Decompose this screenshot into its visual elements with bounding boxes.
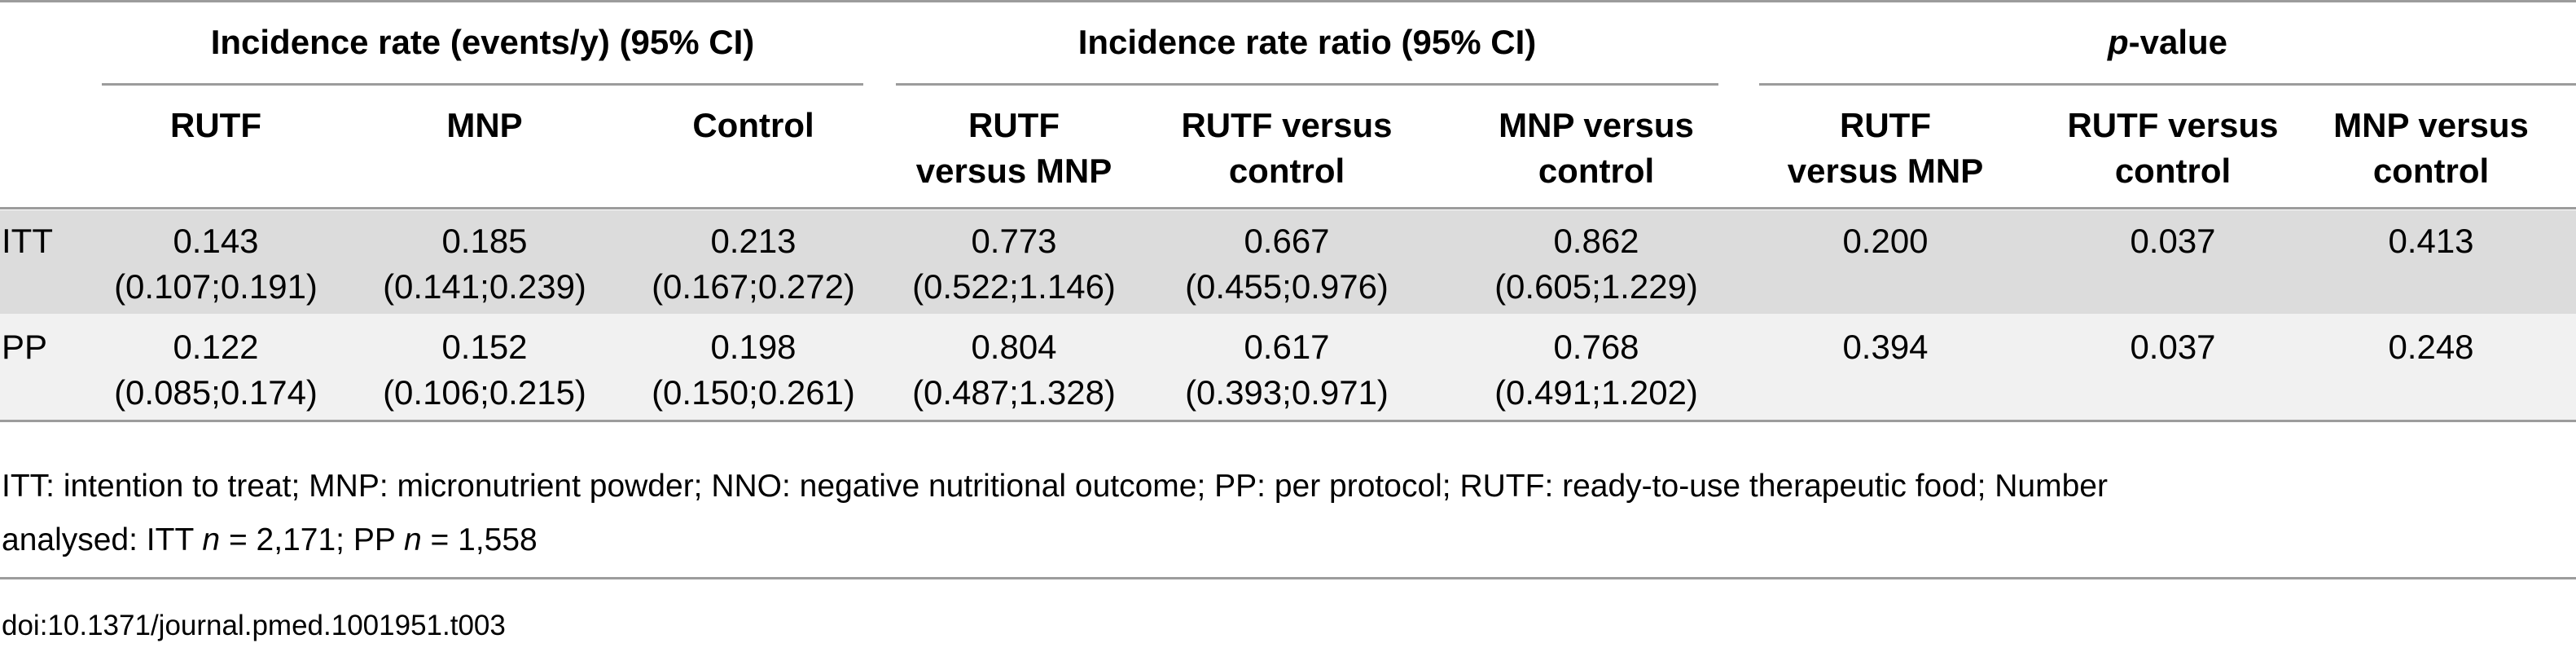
group-header-p-value: p-value — [1759, 20, 2576, 65]
table-top-rule — [0, 0, 2576, 2]
table-cell: 0.037 — [2038, 218, 2307, 264]
cell-ci: (0.487;1.328) — [912, 373, 1116, 412]
table-cell: 0.198 (0.150;0.261) — [619, 324, 888, 416]
cell-value: 0.037 — [2130, 222, 2216, 260]
cell-ci: (0.393;0.971) — [1185, 373, 1389, 412]
cell-value: 0.037 — [2130, 328, 2216, 366]
cell-value: 0.122 — [173, 328, 259, 366]
cell-ci: (0.107;0.191) — [114, 267, 318, 306]
column-header: Control — [692, 106, 814, 144]
table-bottom-rule — [0, 420, 2576, 422]
column-header: RUTF — [170, 106, 261, 144]
cell-value: 0.862 — [1553, 222, 1639, 260]
column-header: RUTF versus MNP — [1787, 106, 1984, 190]
table-cell: 0.862 (0.605;1.229) — [1462, 218, 1731, 310]
table-cell: 0.037 — [2038, 324, 2307, 370]
cell-value: 0.213 — [710, 222, 796, 260]
doi-text: doi:10.1371/journal.pmed.1001951.t003 — [2, 610, 506, 641]
cell-ci: (0.106;0.215) — [383, 373, 586, 412]
group-underline-p-value — [1759, 83, 2576, 86]
cell-value: 0.773 — [971, 222, 1057, 260]
cell-value: 0.667 — [1244, 222, 1330, 260]
cell-value: 0.617 — [1244, 328, 1330, 366]
row-label: ITT — [2, 222, 53, 260]
table-cell: 0.667 (0.455;0.976) — [1152, 218, 1421, 310]
table-cell: 0.804 (0.487;1.328) — [880, 324, 1148, 416]
cell-value: 0.200 — [1842, 222, 1929, 260]
table-cell: 0.394 — [1751, 324, 2020, 370]
cell-value: 0.804 — [971, 328, 1057, 366]
column-header: RUTF versus control — [2067, 106, 2279, 190]
table-cell: 0.152 (0.106;0.215) — [350, 324, 619, 416]
cell-ci: (0.167;0.272) — [652, 267, 855, 306]
table-cell: 0.122 (0.085;0.174) — [81, 324, 350, 416]
cell-value: 0.152 — [441, 328, 528, 366]
table-cell: 0.213 (0.167;0.272) — [619, 218, 888, 310]
cell-ci: (0.141;0.239) — [383, 267, 586, 306]
p-italic: p — [2107, 23, 2129, 61]
header-bottom-rule — [0, 207, 2576, 209]
table-cell: 0.768 (0.491;1.202) — [1462, 324, 1731, 416]
column-header: MNP — [446, 106, 523, 144]
row-label: PP — [2, 328, 48, 366]
footnote-rule — [0, 577, 2576, 579]
cell-ci: (0.491;1.202) — [1494, 373, 1698, 412]
cell-ci: (0.455;0.976) — [1185, 267, 1389, 306]
cell-ci: (0.085;0.174) — [114, 373, 318, 412]
column-header: MNP versus control — [1499, 106, 1694, 190]
table-cell: 0.143 (0.107;0.191) — [81, 218, 350, 310]
cell-ci: (0.605;1.229) — [1494, 267, 1698, 306]
table-cell: 0.185 (0.141;0.239) — [350, 218, 619, 310]
cell-value: 0.185 — [441, 222, 528, 260]
cell-value: 0.768 — [1553, 328, 1639, 366]
column-header: MNP versus control — [2333, 106, 2529, 190]
cell-value: 0.413 — [2388, 222, 2474, 260]
group-underline-irr — [896, 83, 1718, 86]
table-cell: 0.200 — [1751, 218, 2020, 264]
table-cell: 0.773 (0.522;1.146) — [880, 218, 1148, 310]
group-underline-incidence-rate — [102, 83, 863, 86]
cell-value: 0.143 — [173, 222, 259, 260]
cell-value: 0.198 — [710, 328, 796, 366]
cell-value: 0.394 — [1842, 328, 1929, 366]
table-cell: 0.413 — [2297, 218, 2565, 264]
row-band-pp — [0, 314, 2576, 420]
row-band-itt — [0, 210, 2576, 314]
p-value-suffix: -value — [2128, 23, 2228, 61]
column-header: RUTF versus MNP — [915, 106, 1112, 190]
cell-ci: (0.522;1.146) — [912, 267, 1116, 306]
group-header-incidence-rate: Incidence rate (events/y) (95% CI) — [210, 23, 755, 61]
table-footnote: ITT: intention to treat; MNP: micronutri… — [2, 469, 2108, 557]
group-header-incidence-rate-ratio: Incidence rate ratio (95% CI) — [1077, 23, 1537, 61]
cell-value: 0.248 — [2388, 328, 2474, 366]
cell-ci: (0.150;0.261) — [652, 373, 855, 412]
table-cell: 0.248 — [2297, 324, 2565, 370]
column-header: RUTF versus control — [1181, 106, 1393, 190]
table-cell: 0.617 (0.393;0.971) — [1152, 324, 1421, 416]
